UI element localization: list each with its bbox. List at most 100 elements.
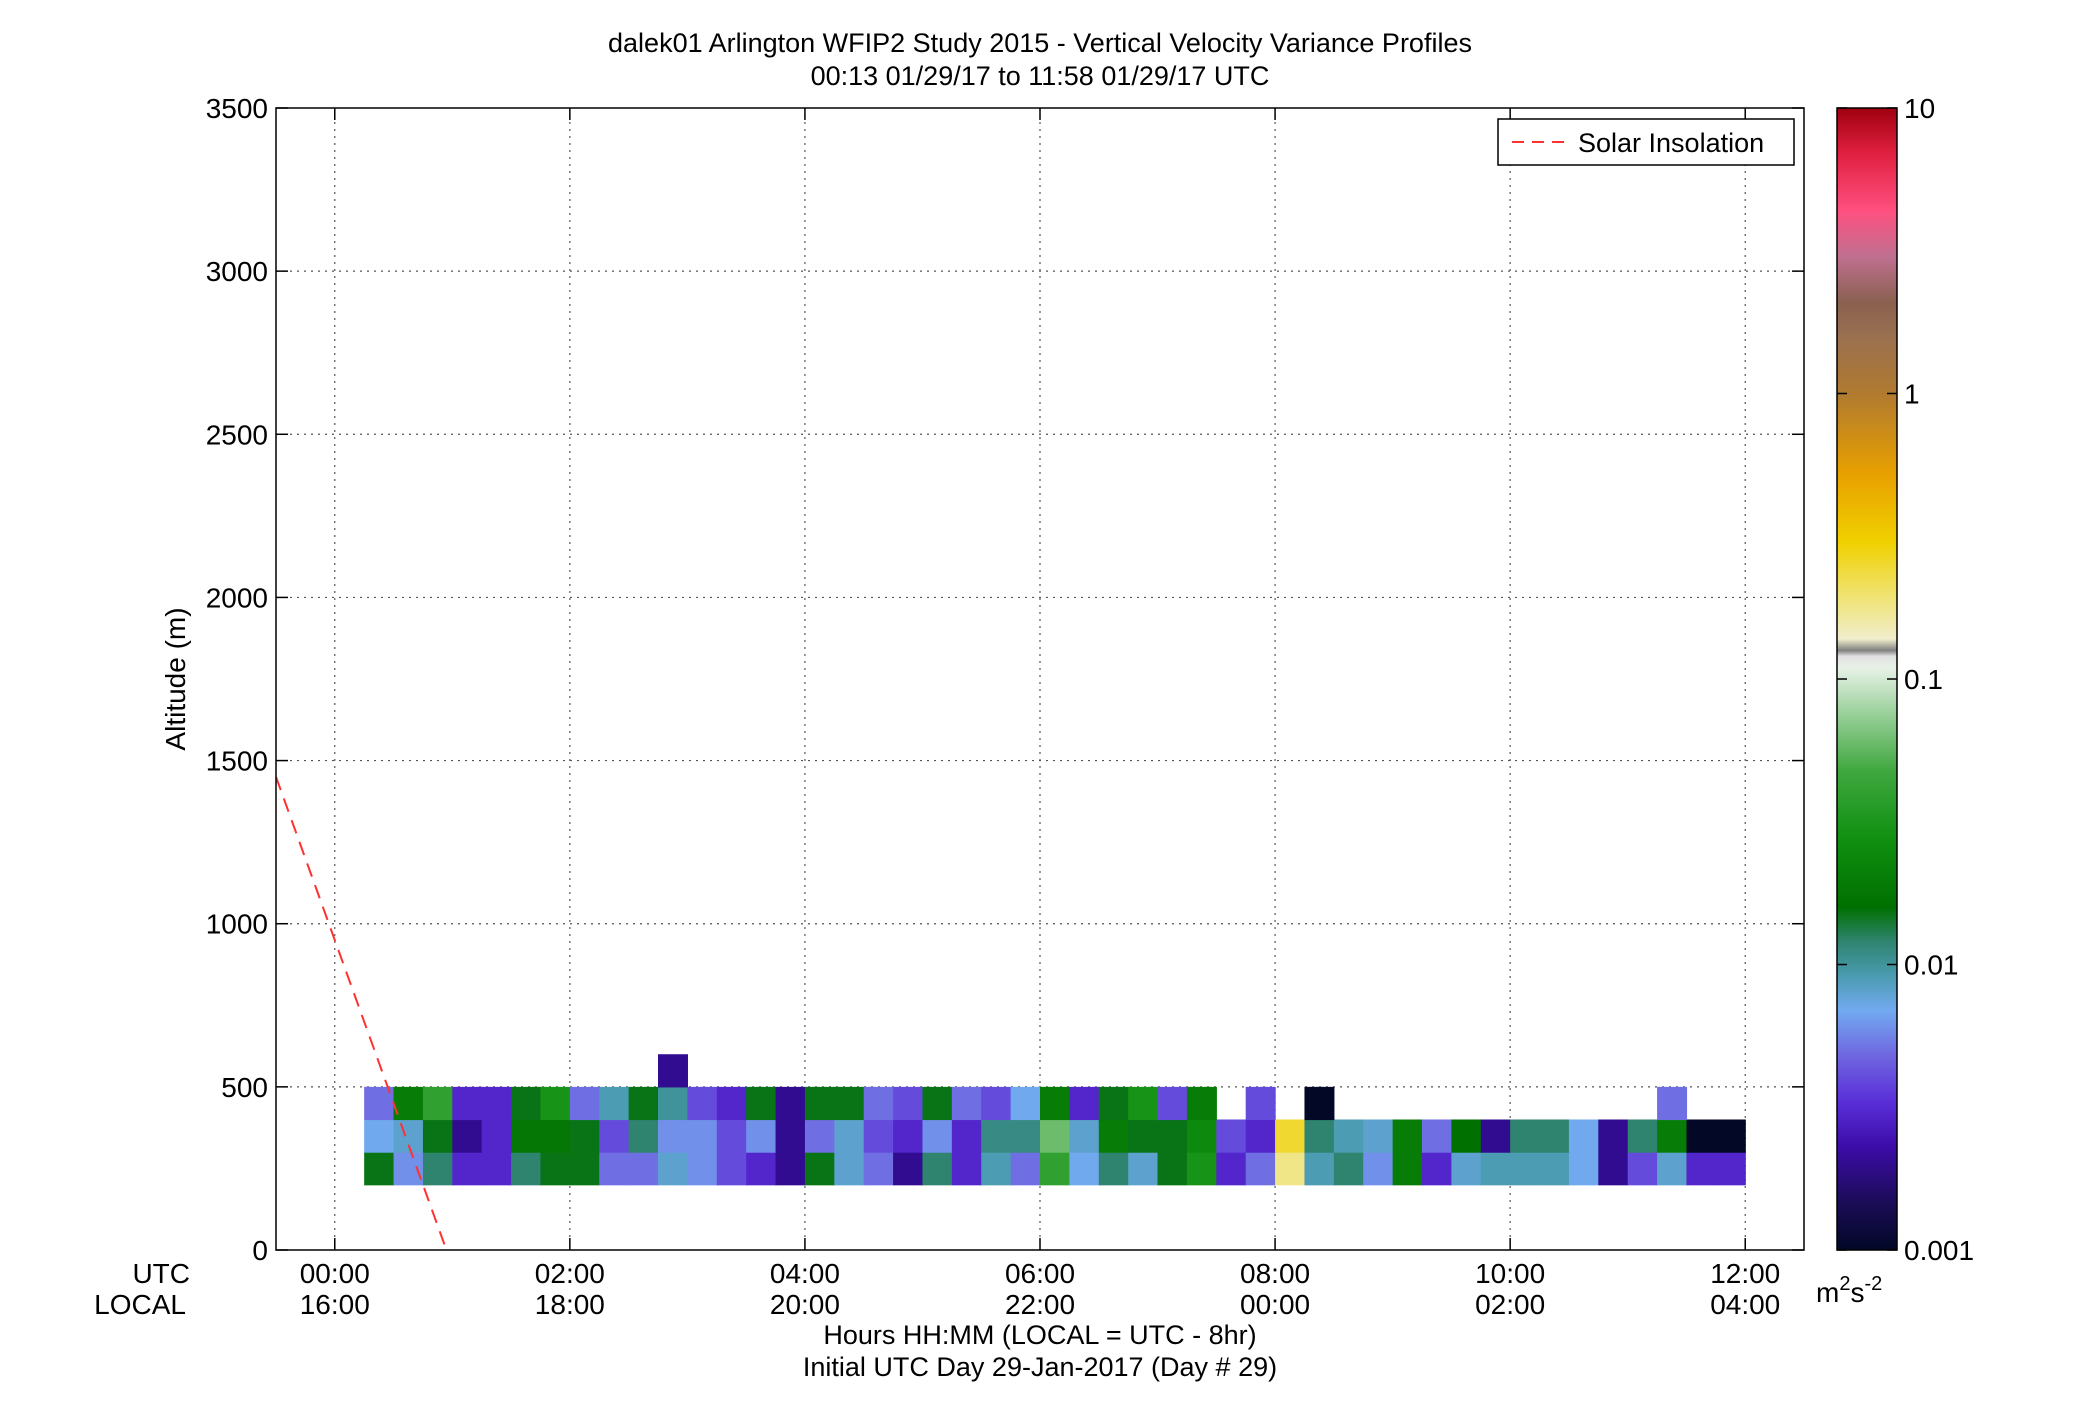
x-tick-label-local: 04:00 — [1710, 1289, 1780, 1320]
plot-area — [276, 108, 1804, 1250]
heatmap-cell — [1157, 1086, 1188, 1121]
heatmap-cell — [1715, 1119, 1746, 1153]
legend-box — [1497, 118, 1795, 166]
heatmap-cell — [922, 1086, 953, 1121]
heatmap-cell — [1040, 1152, 1070, 1186]
chart-subtitle: 00:13 01/29/17 to 11:58 01/29/17 UTC — [811, 61, 1270, 91]
heatmap-cell — [658, 1152, 688, 1186]
heatmap-cell — [981, 1119, 1012, 1153]
heatmap-cell — [1657, 1152, 1688, 1186]
x-axis-ticks: 00:0016:0002:0018:0004:0020:0006:0022:00… — [300, 108, 1780, 1320]
heatmap-cell — [1451, 1152, 1482, 1186]
heatmap-cell — [628, 1152, 659, 1186]
heatmap-cell — [716, 1152, 747, 1186]
heatmap-cell — [775, 1152, 806, 1186]
heatmap-cell — [364, 1152, 395, 1186]
heatmap-cell — [1275, 1119, 1306, 1153]
heatmap-cell — [1157, 1119, 1188, 1153]
heatmap-cell — [1304, 1119, 1335, 1153]
heatmap-cell — [1657, 1119, 1688, 1153]
colorbar-tick-label: 0.001 — [1904, 1235, 1974, 1266]
heatmap-cell — [1069, 1152, 1100, 1186]
heatmap-cell — [364, 1119, 395, 1153]
heatmap-cell — [1098, 1119, 1129, 1153]
heatmap-cell — [599, 1152, 630, 1186]
x-tick-label-local: 20:00 — [770, 1289, 840, 1320]
y-tick-label: 1000 — [206, 909, 268, 940]
heatmap-cell — [1040, 1119, 1070, 1153]
heatmap-cell — [1480, 1152, 1511, 1186]
heatmap-cell — [804, 1086, 835, 1121]
x-tick-label-local: 18:00 — [535, 1289, 605, 1320]
heatmap-cell — [1539, 1119, 1570, 1153]
heatmap-cell — [1539, 1152, 1570, 1186]
heatmap-cell — [1422, 1119, 1452, 1153]
heatmap-cell — [1451, 1119, 1482, 1153]
heatmap-cell — [393, 1152, 424, 1186]
chart-title: dalek01 Arlington WFIP2 Study 2015 - Ver… — [608, 28, 1472, 58]
heatmap-cell — [1363, 1152, 1394, 1186]
heatmap-cell — [951, 1119, 982, 1153]
heatmap-cell — [1686, 1119, 1717, 1153]
heatmap-cell — [1686, 1152, 1717, 1186]
colorbar-tick-label: 0.01 — [1904, 950, 1959, 981]
heatmap-cell — [1598, 1152, 1629, 1186]
heatmap-cell — [687, 1119, 718, 1153]
heatmap-cell — [1333, 1152, 1364, 1186]
heatmap-cell — [1186, 1086, 1217, 1121]
heatmap-cell — [1627, 1152, 1658, 1186]
heatmap-cell — [569, 1119, 600, 1153]
heatmap-cell — [569, 1086, 600, 1121]
heatmap-cell — [422, 1119, 453, 1153]
heatmap-cell — [1098, 1152, 1129, 1186]
heatmap-cell — [1598, 1119, 1629, 1153]
x-tick-label-utc: 12:00 — [1710, 1258, 1780, 1289]
heatmap-cell — [1010, 1152, 1041, 1186]
colorbar-tick-label: 0.1 — [1904, 664, 1943, 695]
heatmap-cell — [922, 1119, 953, 1153]
legend: Solar Insolation — [1497, 118, 1795, 166]
heatmap-cell — [1245, 1119, 1276, 1153]
heatmap-cell — [1715, 1152, 1746, 1186]
heatmap-cell — [540, 1086, 571, 1121]
heatmap-cell — [540, 1119, 571, 1153]
heatmap-cell — [716, 1086, 747, 1121]
heatmap-cell — [1422, 1152, 1452, 1186]
y-tick-label: 500 — [221, 1072, 268, 1103]
colorbar-tick-label: 1 — [1904, 379, 1920, 410]
x-tick-label-utc: 02:00 — [535, 1258, 605, 1289]
heatmap-cell — [1275, 1152, 1306, 1186]
heatmap-cell — [746, 1152, 777, 1186]
heatmap-cell — [422, 1086, 453, 1121]
x-tick-label-utc: 04:00 — [770, 1258, 840, 1289]
heatmap-cell — [1480, 1119, 1511, 1153]
heatmap-cell — [893, 1086, 924, 1121]
colorbar-tick-label: 10 — [1904, 93, 1935, 124]
heatmap-cells — [364, 1054, 1746, 1186]
colorbar-ticks: 0.001 0.01 0.1 1 10 — [1837, 93, 1974, 1266]
heatmap-cell — [981, 1152, 1012, 1186]
heatmap-cell — [863, 1086, 894, 1121]
heatmap-cell — [746, 1086, 777, 1121]
heatmap-cell — [1510, 1119, 1541, 1153]
heatmap-cell — [1069, 1119, 1100, 1153]
heatmap-cell — [1010, 1119, 1041, 1153]
heatmap-cell — [422, 1152, 453, 1186]
heatmap-cell — [1186, 1119, 1217, 1153]
heatmap-cell — [687, 1152, 718, 1186]
heatmap-cell — [511, 1119, 542, 1153]
heatmap-cell — [1304, 1086, 1335, 1121]
y-axis-label: Altitude (m) — [160, 607, 191, 750]
heatmap-cell — [1040, 1086, 1070, 1121]
heatmap-cell — [1069, 1086, 1100, 1121]
heatmap-cell — [775, 1119, 806, 1153]
heatmap-cell — [481, 1152, 512, 1186]
grid-lines — [276, 108, 1804, 1250]
heatmap-cell — [1010, 1086, 1041, 1121]
heatmap-cell — [658, 1119, 688, 1153]
heatmap-cell — [1304, 1152, 1335, 1186]
y-tick-label: 0 — [252, 1235, 268, 1266]
heatmap-cell — [804, 1119, 835, 1153]
utc-row-label: UTC — [132, 1258, 190, 1289]
